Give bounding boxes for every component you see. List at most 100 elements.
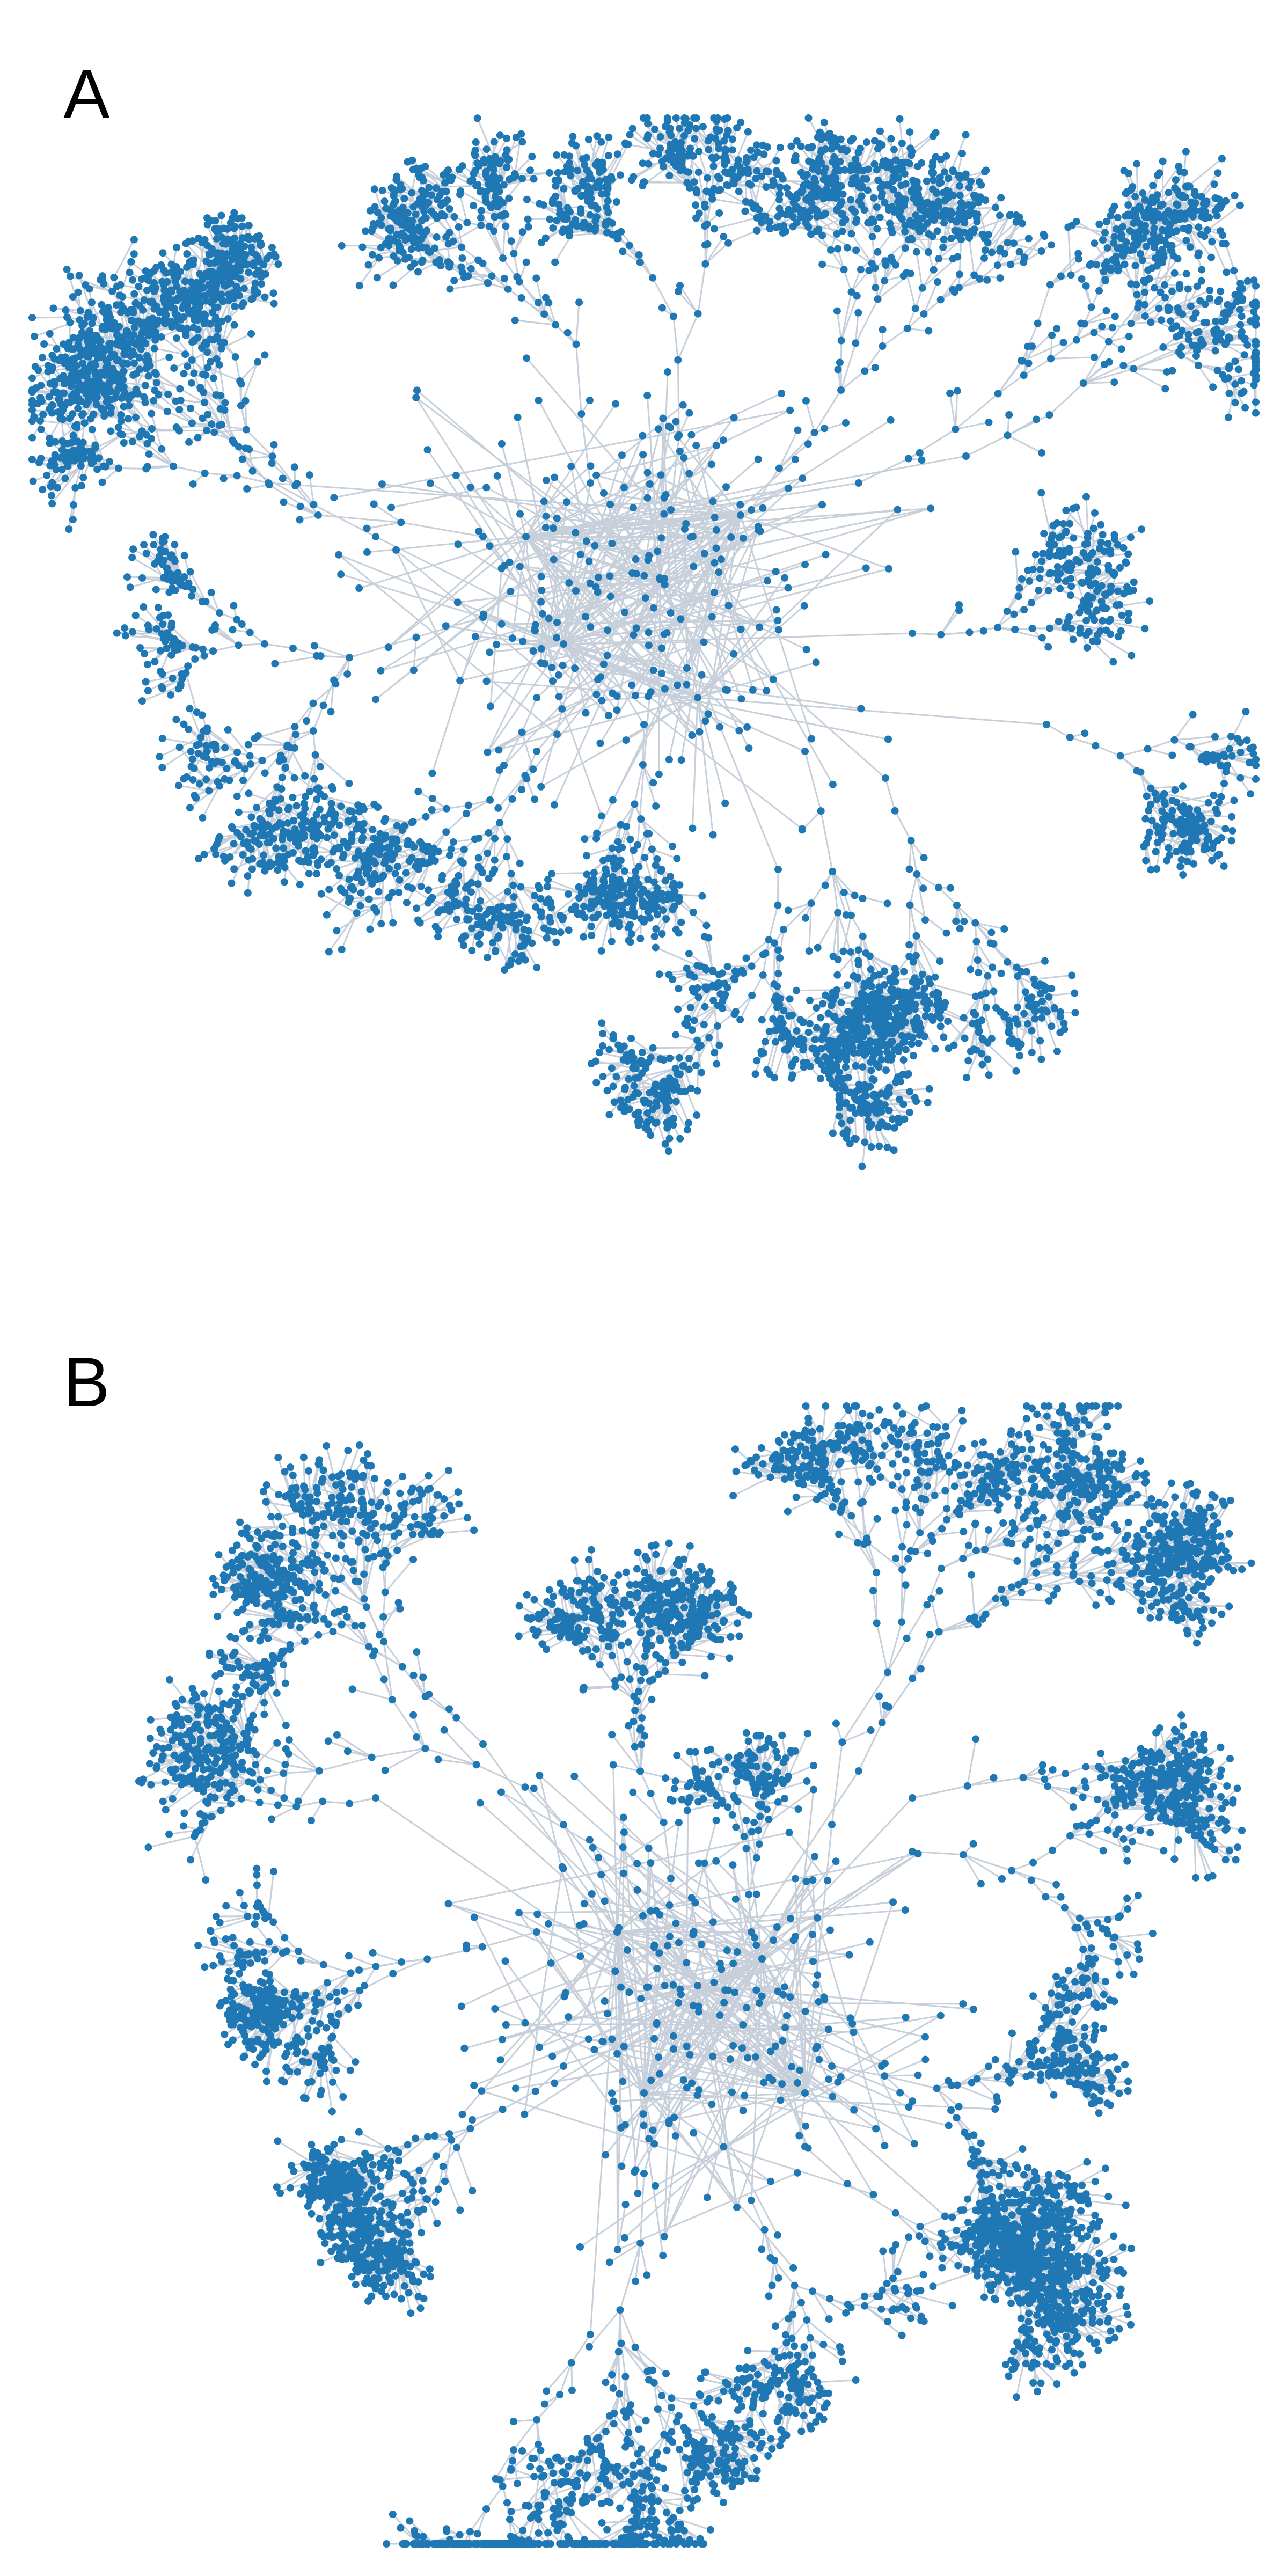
graph-a-edge bbox=[396, 549, 553, 682]
graph-a-edge bbox=[697, 509, 898, 699]
graph-a-edge bbox=[778, 431, 815, 469]
graph-a-edge bbox=[696, 1047, 700, 1091]
graph-a-edge bbox=[159, 645, 173, 672]
graph-a-edge bbox=[525, 536, 722, 560]
graph-a-edge bbox=[976, 941, 993, 968]
graph-a-edge bbox=[158, 394, 193, 424]
graph-a-edge bbox=[324, 795, 358, 806]
graph-a-edge bbox=[569, 232, 608, 237]
graph-a-edge bbox=[793, 225, 817, 232]
graph-a-edge bbox=[289, 747, 306, 777]
graph-a-edge bbox=[620, 803, 635, 825]
graph-a-edge bbox=[1196, 839, 1225, 867]
graph-a-edge bbox=[312, 683, 336, 704]
graph-a-edge bbox=[678, 412, 690, 436]
graph-a-edge bbox=[869, 955, 896, 970]
graph-a-edge bbox=[814, 422, 846, 434]
graph-a-edge bbox=[916, 874, 926, 920]
graph-a-edge bbox=[1174, 736, 1216, 741]
graph-a-edge bbox=[312, 705, 324, 731]
graph-a-edge bbox=[562, 523, 687, 645]
graph-a-edge bbox=[575, 344, 582, 414]
graph-a-edge bbox=[155, 374, 169, 395]
graph-a-edge bbox=[375, 591, 511, 700]
graph-a-edge bbox=[536, 514, 742, 699]
graph-a-edge bbox=[459, 194, 468, 223]
graph-a-edge bbox=[264, 643, 294, 649]
graph-a-edge bbox=[588, 435, 643, 562]
graph-a-edge bbox=[958, 239, 962, 288]
graph-a-edge bbox=[202, 785, 221, 818]
graph-a-edge bbox=[965, 1039, 984, 1078]
graph-a-edge bbox=[894, 810, 912, 841]
graph-a-edge bbox=[804, 751, 822, 811]
graph-a-edge bbox=[801, 810, 822, 831]
graph-a-edge bbox=[1162, 339, 1189, 348]
graph-a-edge bbox=[179, 429, 207, 432]
graph-a-edge bbox=[239, 354, 266, 382]
graph-a-edge bbox=[544, 313, 577, 345]
graph-a-edge bbox=[1174, 714, 1194, 741]
graph-a-edge bbox=[575, 145, 584, 184]
graph-a-edge bbox=[831, 871, 845, 893]
graph-a-edge bbox=[810, 233, 831, 251]
graph-a-edge bbox=[895, 132, 936, 161]
graph-a-edge bbox=[1167, 234, 1199, 254]
graph-a-edge bbox=[244, 400, 247, 430]
graph-a-edge bbox=[843, 269, 852, 292]
graph-a-edge bbox=[776, 986, 801, 1021]
graph-a-edge bbox=[984, 221, 1017, 251]
graph-a-edge bbox=[840, 342, 857, 391]
graph-a-edge bbox=[91, 429, 107, 467]
graph-a-edge bbox=[1070, 736, 1096, 747]
graph-a-edge bbox=[740, 419, 891, 516]
graph-a-edge bbox=[1164, 793, 1209, 804]
graph-a-edge bbox=[563, 580, 768, 645]
graph-a-edge bbox=[766, 1028, 779, 1070]
graph-a-edge bbox=[975, 922, 991, 944]
graph-a-edge bbox=[697, 697, 714, 835]
graph-a-edge bbox=[251, 802, 270, 818]
graph-a-edge bbox=[1049, 253, 1079, 286]
graph-a-edge bbox=[162, 665, 188, 675]
graph-a-edge bbox=[562, 532, 576, 645]
graph-a-edge bbox=[679, 1073, 698, 1116]
graph-a-edge bbox=[189, 785, 220, 809]
graph-a-edge bbox=[997, 375, 1024, 394]
graph-a-edge bbox=[808, 903, 813, 952]
graph-a-edge bbox=[820, 810, 833, 872]
graph-a-edge bbox=[213, 644, 239, 652]
graph-a-edge bbox=[1085, 496, 1089, 534]
graph-a-edge bbox=[372, 250, 400, 256]
graph-a-edge bbox=[525, 482, 859, 538]
graph-a-edge bbox=[272, 456, 296, 487]
graph-a-edge bbox=[915, 955, 940, 994]
graph-a-edge bbox=[697, 661, 817, 699]
graph-a-edge bbox=[1072, 224, 1106, 233]
graph-a-edge bbox=[822, 214, 852, 235]
graph-a-edge bbox=[482, 616, 698, 699]
graph-a-edge bbox=[1140, 772, 1148, 796]
graph-a-edge bbox=[207, 730, 238, 753]
graph-a-edge bbox=[1108, 303, 1140, 342]
graph-a-edge bbox=[477, 118, 496, 160]
graph-a-edge bbox=[1065, 531, 1102, 544]
graph-a-edge bbox=[416, 616, 484, 638]
graph-a-edge bbox=[431, 636, 477, 774]
graph-a-edge bbox=[1206, 204, 1241, 231]
graph-a-edge bbox=[683, 1065, 692, 1089]
graph-a-edge bbox=[584, 824, 621, 840]
graph-a-edge bbox=[678, 1040, 698, 1058]
graph-a-edge bbox=[498, 731, 523, 751]
graph-a-edge bbox=[679, 285, 699, 314]
graph-a-edge bbox=[525, 403, 617, 537]
graph-a-edge bbox=[968, 237, 975, 275]
graph-a-edge bbox=[125, 635, 164, 640]
graph-a-edge bbox=[916, 873, 939, 888]
graph-a-edge bbox=[912, 230, 938, 240]
graph-a-edge bbox=[335, 657, 350, 685]
graph-a-edge bbox=[185, 672, 198, 713]
graph-a-edge bbox=[773, 943, 775, 985]
graph-a-edge bbox=[132, 631, 166, 642]
graph-a-edge bbox=[401, 521, 484, 538]
